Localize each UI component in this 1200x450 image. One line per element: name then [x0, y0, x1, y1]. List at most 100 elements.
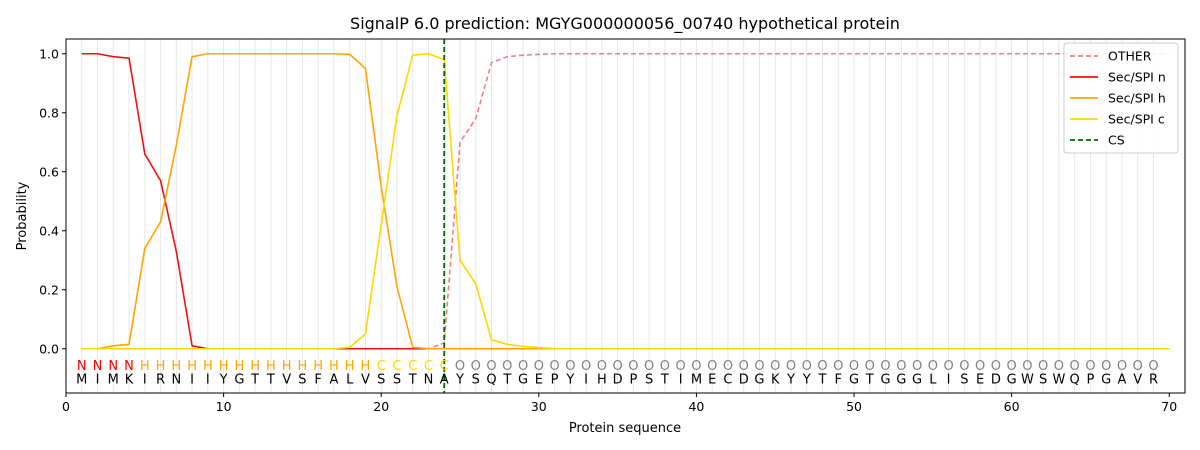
annotation-letter: H: [140, 359, 150, 374]
sequence-letter: G: [849, 372, 859, 387]
sequence-letter: H: [597, 372, 607, 387]
annotation-letter: O: [676, 359, 686, 374]
sequence-letter: W: [1052, 372, 1065, 387]
y-tick-label: 0.4: [39, 223, 59, 238]
annotation-letter: N: [77, 359, 87, 374]
sequence-letter: A: [1118, 372, 1127, 387]
sequence-letter: I: [96, 372, 100, 387]
annotation-letter: O: [849, 359, 859, 374]
annotation-letter: O: [613, 359, 623, 374]
annotation-letter: O: [1070, 359, 1080, 374]
annotation-letter: O: [644, 359, 654, 374]
x-tick-label: 10: [216, 399, 232, 414]
annotation-letter: H: [313, 359, 323, 374]
annotation-letter: H: [219, 359, 229, 374]
sequence-letter: V: [282, 372, 291, 387]
annotation-letter: O: [802, 359, 812, 374]
annotation-letter: O: [1101, 359, 1111, 374]
legend-label-other: OTHER: [1108, 49, 1152, 64]
annotation-letter: C: [424, 359, 433, 374]
annotation-letter: O: [486, 359, 496, 374]
y-tick-label: 0.6: [39, 164, 59, 179]
legend-label-cs: CS: [1108, 133, 1125, 148]
sequence-letter: G: [518, 372, 528, 387]
annotation-letter: O: [770, 359, 780, 374]
sequence-letter: P: [629, 372, 637, 387]
sequence-letter: D: [739, 372, 749, 387]
annotation-letter: O: [1038, 359, 1048, 374]
sequence-letter: T: [266, 372, 275, 387]
sequence-letter: I: [584, 372, 588, 387]
sequence-letter: G: [881, 372, 891, 387]
annotation-letter: O: [455, 359, 465, 374]
series-line-sec-spi-h: [81, 52, 1170, 350]
sequence-letter: G: [1101, 372, 1111, 387]
sequence-letter: E: [976, 372, 984, 387]
annotation-letter: O: [1007, 359, 1017, 374]
sequence-letter: A: [329, 372, 338, 387]
annotation-letter: O: [597, 359, 607, 374]
x-tick-label: 0: [62, 399, 70, 414]
sequence-letter: I: [190, 372, 194, 387]
annotation-letter: O: [534, 359, 544, 374]
x-tick-label: 50: [846, 399, 862, 414]
sequence-letter: T: [250, 372, 259, 387]
annotation-letter: O: [707, 359, 717, 374]
sequence-letter: I: [947, 372, 951, 387]
annotation-letter: H: [250, 359, 260, 374]
legend-box: [1063, 42, 1179, 154]
sequence-letter: Y: [565, 372, 574, 387]
annotation-letter: O: [1148, 359, 1158, 374]
annotation-letter: O: [471, 359, 481, 374]
sequence-letter: R: [156, 372, 165, 387]
y-tick-label: 0.8: [39, 105, 59, 120]
sequence-letter: S: [298, 372, 306, 387]
series-line-sec-spi-n: [81, 52, 1170, 350]
sequence-letter: C: [723, 372, 732, 387]
annotation-letter: O: [880, 359, 890, 374]
series-line-other: [81, 52, 1170, 350]
sequence-letter: T: [408, 372, 417, 387]
series-layer: [81, 39, 1170, 393]
annotation-letter: H: [187, 359, 197, 374]
series-line-sec-spi-c: [81, 52, 1170, 350]
annotation-letter: N: [124, 359, 134, 374]
chart-title: SignalP 6.0 prediction: MGYG000000056_00…: [350, 14, 900, 34]
annotation-letter: O: [1133, 359, 1143, 374]
annotation-letter: N: [93, 359, 103, 374]
annotation-letter: C: [440, 359, 449, 374]
annotation-letter: C: [392, 359, 401, 374]
sequence-layer: NMNINMNKHIHRHNHIHIHYHGHTHTHVHSHFHAHLHVCS…: [76, 359, 1158, 387]
sequence-letter: N: [424, 372, 434, 387]
annotation-letter: O: [928, 359, 938, 374]
grid-layer: [81, 39, 1154, 393]
y-tick-label: 0.2: [39, 282, 59, 297]
annotation-letter: H: [266, 359, 276, 374]
sequence-letter: T: [660, 372, 669, 387]
sequence-letter: Q: [486, 372, 496, 387]
sequence-letter: P: [551, 372, 559, 387]
annotation-letter: O: [991, 359, 1001, 374]
sequence-letter: S: [1039, 372, 1047, 387]
sequence-letter: S: [960, 372, 968, 387]
sequence-letter: N: [171, 372, 181, 387]
x-axis-title: Protein sequence: [569, 421, 681, 436]
annotation-letter: O: [549, 359, 559, 374]
annotation-letter: O: [723, 359, 733, 374]
annotation-letter: H: [361, 359, 371, 374]
sequence-letter: Y: [455, 372, 464, 387]
annotation-letter: O: [660, 359, 670, 374]
sequence-letter: K: [771, 372, 780, 387]
sequence-letter: M: [108, 372, 119, 387]
sequence-letter: A: [440, 372, 449, 387]
sequence-letter: G: [1007, 372, 1017, 387]
sequence-letter: R: [1149, 372, 1158, 387]
sequence-letter: S: [645, 372, 653, 387]
sequence-letter: T: [818, 372, 827, 387]
annotation-letter: O: [1022, 359, 1032, 374]
annotation-letter: O: [786, 359, 796, 374]
annotation-letter: H: [203, 359, 213, 374]
annotation-letter: H: [156, 359, 166, 374]
annotation-letter: H: [171, 359, 181, 374]
annotation-letter: H: [329, 359, 339, 374]
